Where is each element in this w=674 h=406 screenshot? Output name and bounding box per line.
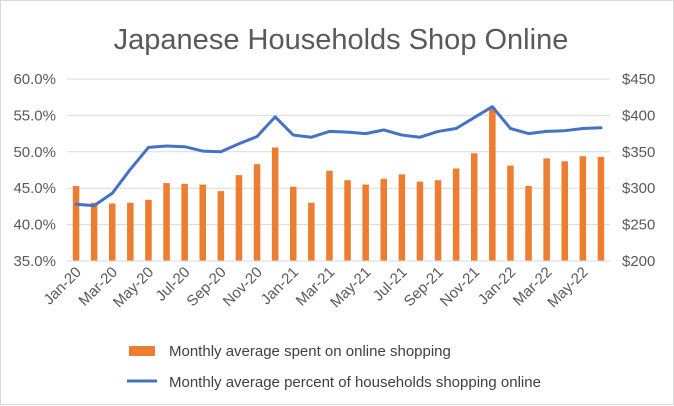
line-point-Jul-20 xyxy=(183,145,186,148)
chart-title: Japanese Households Shop Online xyxy=(114,24,569,56)
bar-Jan-21 xyxy=(289,186,297,261)
bar-Jul-20 xyxy=(181,183,188,261)
line-point-Apr-22 xyxy=(563,129,566,132)
legend-swatch-bar xyxy=(129,346,155,356)
bar-May-20 xyxy=(145,199,152,261)
line-point-Jun-20 xyxy=(165,144,168,148)
x-tick-label: Jan-21 xyxy=(258,264,302,308)
line-point-Dec-21 xyxy=(491,105,494,108)
left-y-axis-ticks: 35.0% 40.0% 45.0% 50.0% 55.0% 60.0% xyxy=(13,71,56,270)
bar-Mar-22 xyxy=(543,158,550,261)
line-point-Dec-20 xyxy=(273,115,277,119)
line-point-Aug-20 xyxy=(201,149,204,153)
line-point-May-22 xyxy=(581,127,585,130)
legend: Monthly average spent on online shopping… xyxy=(127,343,541,391)
bar-Apr-22 xyxy=(561,161,569,261)
right-tick-label: $350 xyxy=(622,144,655,161)
line-point-Jan-22 xyxy=(509,127,512,130)
bar-Feb-20 xyxy=(90,202,98,261)
left-tick-label: 45.0% xyxy=(13,180,56,197)
right-tick-label: $400 xyxy=(622,107,655,124)
bar-Jun-20 xyxy=(163,183,170,261)
right-tick-label: $200 xyxy=(622,253,655,270)
bar-Nov-21 xyxy=(470,153,478,261)
line-point-Feb-21 xyxy=(310,136,313,139)
left-tick-label: 55.0% xyxy=(13,107,56,124)
line-point-Nov-21 xyxy=(473,116,476,119)
bar-Jul-21 xyxy=(398,174,406,261)
x-tick-label: Jan-20 xyxy=(40,264,84,308)
bar-series xyxy=(72,107,605,261)
line-point-May-21 xyxy=(364,132,367,135)
grid-lines xyxy=(67,78,610,226)
x-tick-label: May-20 xyxy=(110,264,157,311)
line-point-Sep-21 xyxy=(436,130,440,133)
bar-Feb-21 xyxy=(308,202,315,261)
line-point-Mar-20 xyxy=(111,192,114,195)
line-point-Apr-20 xyxy=(129,168,132,171)
line-point-Feb-20 xyxy=(92,204,96,207)
bar-Mar-21 xyxy=(326,170,333,261)
left-tick-label: 60.0% xyxy=(13,71,56,88)
right-tick-label: $450 xyxy=(622,71,655,88)
bar-Aug-21 xyxy=(416,181,424,261)
x-tick-label: May-22 xyxy=(544,264,591,311)
line-point-Mar-22 xyxy=(545,130,548,133)
x-tick-label: Sep-21 xyxy=(401,264,447,310)
bar-Dec-20 xyxy=(271,147,279,261)
line-point-Feb-22 xyxy=(527,132,530,135)
line-point-Jan-21 xyxy=(292,133,295,137)
bar-Sep-20 xyxy=(217,191,225,261)
x-tick-label: May-21 xyxy=(327,264,374,311)
line-point-Jun-22 xyxy=(599,126,603,129)
x-tick-label: Nov-20 xyxy=(220,264,266,310)
bar-Jan-20 xyxy=(72,186,80,261)
line-series xyxy=(74,105,603,208)
legend-label-line: Monthly average percent of households sh… xyxy=(169,374,541,391)
left-tick-label: 35.0% xyxy=(13,253,56,270)
x-tick-label: Nov-21 xyxy=(437,264,483,310)
bar-Apr-21 xyxy=(344,180,351,261)
line-point-Oct-20 xyxy=(237,142,241,145)
bar-Jun-22 xyxy=(597,156,605,261)
left-tick-label: 50.0% xyxy=(13,144,56,161)
line-path xyxy=(74,105,603,208)
bar-May-21 xyxy=(362,184,369,261)
line-point-Oct-21 xyxy=(454,127,458,130)
right-tick-label: $250 xyxy=(622,217,655,234)
line-point-May-20 xyxy=(147,146,150,149)
bar-Dec-21 xyxy=(489,107,496,261)
right-y-axis-ticks: $200 $250 $300 $350 $400 $450 xyxy=(622,71,655,270)
bar-Oct-21 xyxy=(452,168,460,261)
bar-Jun-21 xyxy=(380,178,388,261)
line-point-Apr-21 xyxy=(346,130,349,134)
line-point-Jan-20 xyxy=(74,203,78,206)
x-tick-label: Sep-20 xyxy=(183,264,229,310)
right-tick-label: $300 xyxy=(622,180,655,197)
line-point-Mar-21 xyxy=(328,130,331,133)
line-point-Jul-21 xyxy=(400,133,404,137)
bar-Sep-21 xyxy=(434,180,442,261)
legend-label-bar: Monthly average spent on online shopping xyxy=(169,343,451,360)
line-point-Sep-20 xyxy=(219,150,223,153)
bar-Oct-20 xyxy=(235,175,243,261)
bar-Mar-20 xyxy=(108,203,116,261)
left-tick-label: 40.0% xyxy=(13,217,56,234)
bar-Aug-20 xyxy=(199,184,207,261)
bar-Jan-22 xyxy=(507,165,514,261)
bar-Apr-20 xyxy=(127,202,134,261)
x-tick-label: Jan-22 xyxy=(475,264,519,308)
x-axis-ticks: Jan-20Mar-20May-20Jul-20Sep-20Nov-20Jan-… xyxy=(40,264,591,311)
bar-Nov-20 xyxy=(253,164,261,261)
bar-Feb-22 xyxy=(525,186,532,261)
line-point-Aug-21 xyxy=(418,136,422,139)
bar-May-22 xyxy=(579,156,587,261)
line-point-Nov-20 xyxy=(255,135,259,138)
line-point-Jun-21 xyxy=(382,128,385,132)
